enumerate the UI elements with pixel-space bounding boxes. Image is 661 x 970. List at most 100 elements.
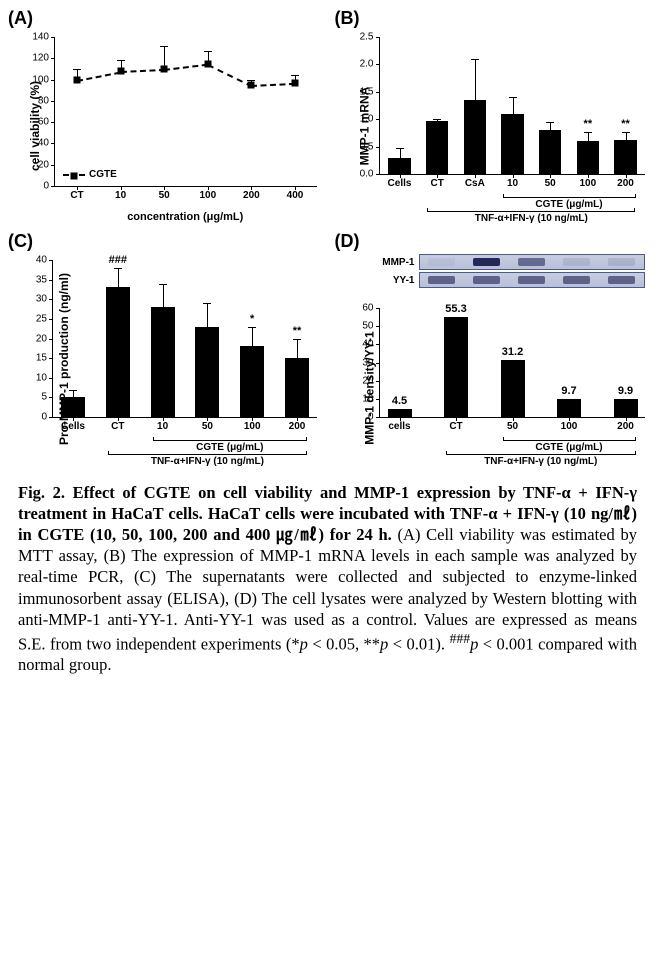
- ytick-label: 80: [38, 95, 49, 106]
- xtick-label: 50: [545, 178, 556, 189]
- figure-caption: Fig. 2. Effect of CGTE on cell viability…: [8, 482, 653, 675]
- bar: [501, 114, 524, 174]
- data-point: [74, 76, 81, 83]
- panel-d: (D) MMP-1YY-1 MMP-1 density/YY-1 0102030…: [335, 231, 654, 464]
- panel-a-legend: CGTE: [63, 169, 117, 180]
- significance-label: **: [621, 118, 630, 130]
- xtick-label: 200: [617, 178, 634, 189]
- ytick-label: 60: [38, 117, 49, 128]
- ytick-label: 40: [36, 255, 47, 266]
- data-point: [248, 81, 255, 88]
- ytick-label: 30: [36, 294, 47, 305]
- bar: [388, 409, 412, 417]
- panel-d-plot-area: 0102030405060cellsCT501002004.555.331.29…: [379, 308, 646, 418]
- ytick-label: 120: [32, 53, 49, 64]
- ytick-label: 10: [362, 393, 373, 404]
- data-point: [161, 65, 168, 72]
- blot-band: [563, 276, 590, 284]
- panel-a: (A) cell viability (%) CGTE 020406080100…: [8, 8, 327, 221]
- panel-a-legend-text: CGTE: [89, 169, 117, 180]
- blot-strip: [419, 272, 646, 288]
- ytick-label: 0.0: [360, 169, 374, 180]
- panel-a-label: (A): [8, 8, 327, 29]
- blot-band: [473, 258, 500, 266]
- bar-value-label: 9.9: [618, 385, 633, 397]
- blot-band: [473, 276, 500, 284]
- panel-c-chart: Pro-MMP-1 production (ng/ml) 05101520253…: [8, 254, 327, 464]
- ytick-label: 20: [36, 333, 47, 344]
- xtick-label: cells: [388, 421, 410, 432]
- bar: [614, 140, 637, 174]
- panel-c: (C) Pro-MMP-1 production (ng/ml) 0510152…: [8, 231, 327, 464]
- bar: [539, 130, 562, 174]
- bar-value-label: 9.7: [561, 385, 576, 397]
- xtick-label: 100: [199, 190, 216, 201]
- ytick-label: 0: [41, 412, 47, 423]
- bar: [61, 397, 85, 417]
- ytick-label: 10: [36, 372, 47, 383]
- bar-value-label: 31.2: [502, 346, 523, 358]
- xtick-label: CT: [430, 178, 443, 189]
- ytick-label: 35: [36, 274, 47, 285]
- panel-a-plot-area: CGTE 020406080100120140CT1050100200400: [54, 37, 317, 187]
- bar: [285, 358, 309, 417]
- panel-b-label: (B): [335, 8, 654, 29]
- bar: [195, 327, 219, 417]
- ytick-label: 0.5: [360, 141, 374, 152]
- xtick-label: 50: [202, 421, 213, 432]
- panel-b-ylabel: MMP-1 mRNA: [357, 87, 371, 166]
- blot-band: [608, 258, 635, 266]
- bar: [557, 399, 581, 417]
- xtick-label: 50: [507, 421, 518, 432]
- panel-a-chart: cell viability (%) CGTE 0204060801001201…: [8, 31, 327, 221]
- xtick-label: 100: [579, 178, 596, 189]
- panel-b: (B) MMP-1 mRNA 0.00.51.01.52.02.5CellsCT…: [335, 8, 654, 221]
- bar: [614, 399, 638, 417]
- panel-d-chart: MMP-1YY-1 MMP-1 density/YY-1 01020304050…: [335, 254, 654, 464]
- bar: [444, 317, 468, 417]
- ytick-label: 60: [362, 303, 373, 314]
- bar-value-label: 55.3: [445, 303, 466, 315]
- xtick-label: 400: [287, 190, 304, 201]
- blot-band: [518, 258, 545, 266]
- xtick-label: 10: [115, 190, 126, 201]
- blot-band: [428, 258, 455, 266]
- blot-row: YY-1: [379, 272, 646, 288]
- blot-row-label: YY-1: [379, 275, 419, 286]
- significance-label: **: [293, 325, 302, 337]
- blot-band: [563, 258, 590, 266]
- bar: [388, 158, 411, 174]
- data-point: [204, 60, 211, 67]
- ytick-label: 20: [38, 159, 49, 170]
- xtick-label: CT: [111, 421, 124, 432]
- ytick-label: 100: [32, 74, 49, 85]
- significance-label: *: [250, 313, 254, 325]
- figure-panels: (A) cell viability (%) CGTE 020406080100…: [8, 8, 653, 464]
- bar: [501, 360, 525, 417]
- blot-strip: [419, 254, 646, 270]
- panel-d-label: (D): [335, 231, 654, 252]
- ytick-label: 40: [38, 138, 49, 149]
- bar: [240, 346, 264, 417]
- ytick-label: 15: [36, 353, 47, 364]
- blot-band: [428, 276, 455, 284]
- bar: [426, 121, 449, 174]
- ytick-label: 140: [32, 32, 49, 43]
- significance-label: ###: [109, 254, 127, 266]
- xtick-label: 10: [507, 178, 518, 189]
- ytick-label: 2.5: [360, 32, 374, 43]
- bar-value-label: 4.5: [392, 395, 407, 407]
- significance-label: **: [584, 118, 593, 130]
- ytick-label: 25: [36, 313, 47, 324]
- xtick-label: 200: [617, 421, 634, 432]
- ytick-label: 40: [362, 339, 373, 350]
- ytick-label: 1.5: [360, 86, 374, 97]
- caption-r3: < 0.01).: [388, 634, 449, 653]
- panel-c-label: (C): [8, 231, 327, 252]
- xtick-label: 100: [561, 421, 578, 432]
- ytick-label: 30: [362, 357, 373, 368]
- xtick-label: CsA: [465, 178, 485, 189]
- panel-b-chart: MMP-1 mRNA 0.00.51.01.52.02.5CellsCTCsA1…: [335, 31, 654, 221]
- xtick-label: 10: [157, 421, 168, 432]
- panel-d-blot: MMP-1YY-1: [379, 254, 646, 290]
